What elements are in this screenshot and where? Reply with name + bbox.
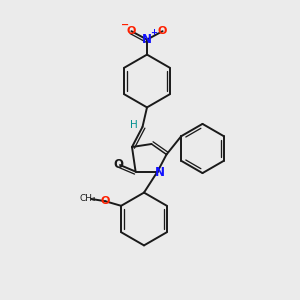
- Text: +: +: [150, 28, 157, 37]
- Text: −: −: [121, 20, 130, 30]
- Text: H: H: [130, 119, 138, 130]
- Text: N: N: [142, 33, 152, 46]
- Text: O: O: [113, 158, 124, 171]
- Text: O: O: [127, 26, 136, 36]
- Text: N: N: [155, 166, 165, 179]
- Text: O: O: [101, 196, 110, 206]
- Text: O: O: [158, 26, 167, 36]
- Text: CH₃: CH₃: [80, 194, 96, 203]
